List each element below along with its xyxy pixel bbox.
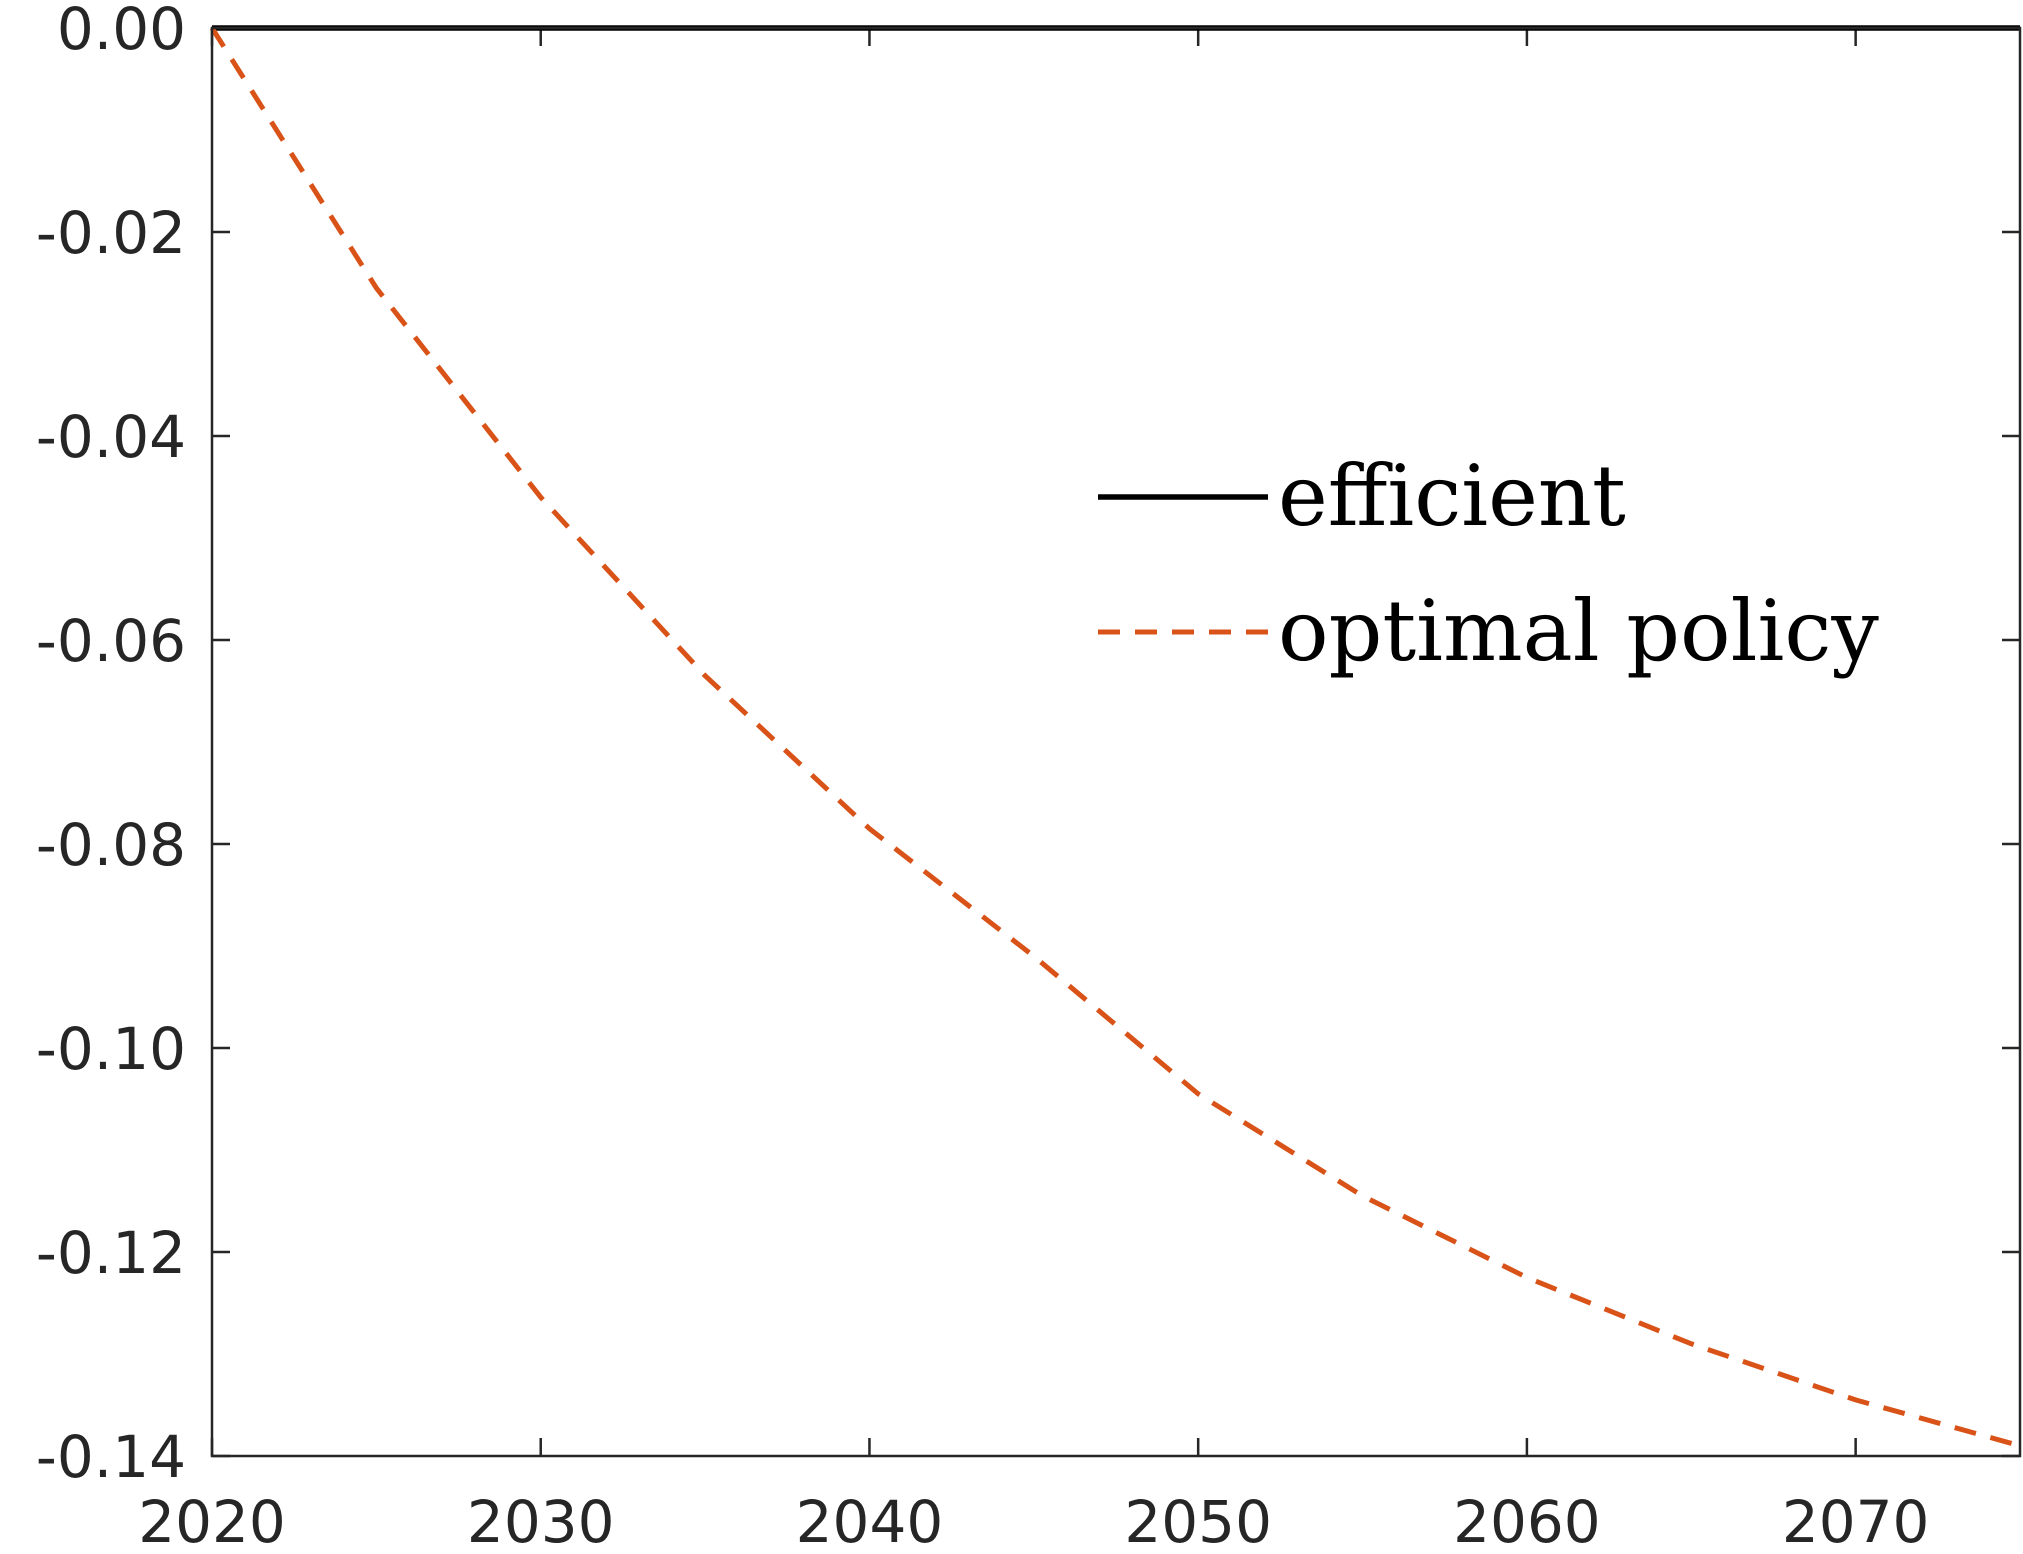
x-tick-label: 2060 (1453, 1488, 1601, 1554)
legend: efficient optimal policy (1098, 447, 1879, 680)
legend-label-optimal-policy: optimal policy (1278, 582, 1879, 680)
y-tick-label: -0.06 (36, 607, 186, 675)
x-tick-label: 2070 (1782, 1488, 1930, 1554)
x-axis-labels: 2020 2030 2040 2050 2060 2070 (138, 1488, 1929, 1554)
plot-background (212, 28, 2020, 1456)
y-tick-label: 0.00 (57, 0, 186, 63)
x-tick-label: 2030 (467, 1488, 615, 1554)
plot-frame (210, 26, 2022, 1458)
x-tick-label: 2020 (138, 1488, 286, 1554)
y-tick-label: -0.04 (36, 403, 186, 471)
y-tick-label: -0.08 (36, 811, 186, 879)
x-tick-label: 2050 (1124, 1488, 1272, 1554)
series-line-optimal-policy (209, 26, 2021, 1449)
y-tick-label: -0.14 (36, 1423, 186, 1491)
y-tick-label: -0.02 (36, 199, 186, 267)
y-axis-labels: 0.00 -0.02 -0.04 -0.06 -0.08 -0.10 -0.12 -0.14 (36, 0, 186, 1491)
y-tick-label: -0.10 (36, 1015, 186, 1083)
legend-label-efficient: efficient (1278, 447, 1626, 545)
y-tick-label: -0.12 (36, 1219, 186, 1287)
x-tick-label: 2040 (796, 1488, 944, 1554)
